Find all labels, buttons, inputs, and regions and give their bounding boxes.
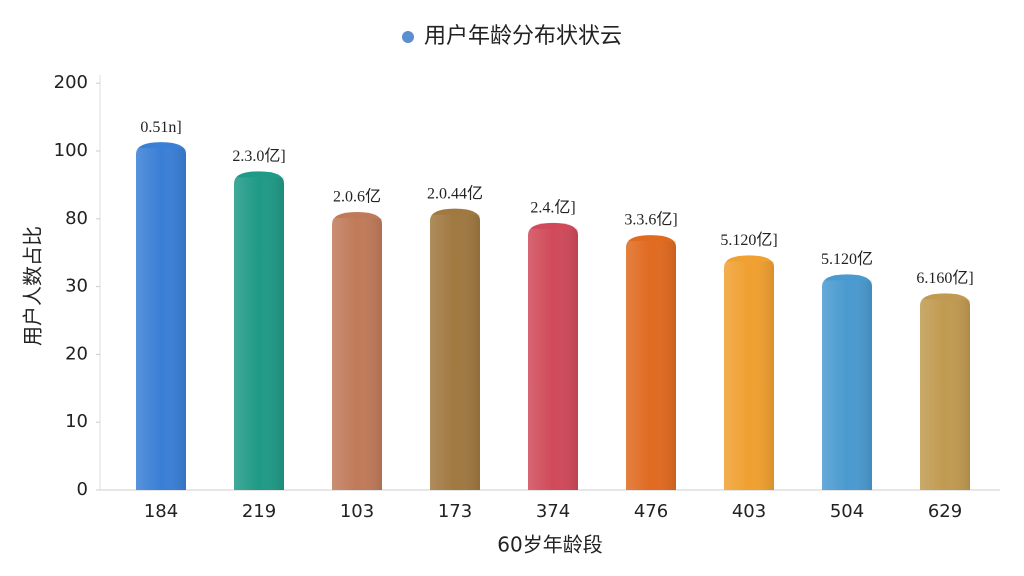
bar-annotation: 5.120亿] [720, 231, 777, 249]
x-tick-label: 504 [830, 501, 864, 522]
bar-shade [332, 218, 382, 490]
bar-annotation: 2.0.6亿 [333, 188, 381, 206]
y-tick-label: 0 [77, 479, 88, 500]
bar-shade [528, 228, 578, 491]
y-tick-label: 30 [65, 276, 88, 297]
x-tick-label: 629 [928, 501, 962, 522]
bar-shade [626, 241, 676, 490]
bar-shade [234, 177, 284, 490]
bar-annotation: 2.0.44亿 [427, 184, 483, 202]
y-tick-label: 100 [54, 140, 88, 161]
bar-shade [430, 214, 480, 490]
y-tick-label: 20 [65, 343, 88, 364]
bar-annotation: 5.120亿 [821, 250, 873, 268]
bar-annotation: 0.51n] [140, 119, 181, 136]
x-tick-label: 184 [144, 501, 178, 522]
bar-annotation: 2.3.0亿] [232, 147, 285, 165]
bar-shade [822, 280, 872, 490]
bar-annotation: 2.4.亿] [530, 199, 575, 217]
x-axis-label: 60岁年龄段 [497, 533, 602, 557]
x-tick-label: 173 [438, 501, 472, 522]
legend-marker [402, 31, 414, 43]
y-axis-label: 用户人数占比 [21, 226, 45, 346]
bar-shade [724, 261, 774, 490]
y-tick-label: 80 [65, 208, 88, 229]
y-tick-label: 10 [65, 411, 88, 432]
x-tick-label: 219 [242, 501, 276, 522]
legend-label: 用户年龄分布状状云 [424, 24, 622, 49]
bar-shade [920, 299, 970, 490]
bar-annotation: 3.3.6亿] [624, 211, 677, 229]
x-tick-label: 374 [536, 501, 570, 522]
bar-annotation: 6.160亿] [916, 269, 973, 287]
x-tick-label: 403 [732, 501, 766, 522]
x-tick-label: 476 [634, 501, 668, 522]
y-tick-label: 200 [54, 72, 88, 93]
bar-shade [136, 148, 186, 490]
x-tick-label: 103 [340, 501, 374, 522]
